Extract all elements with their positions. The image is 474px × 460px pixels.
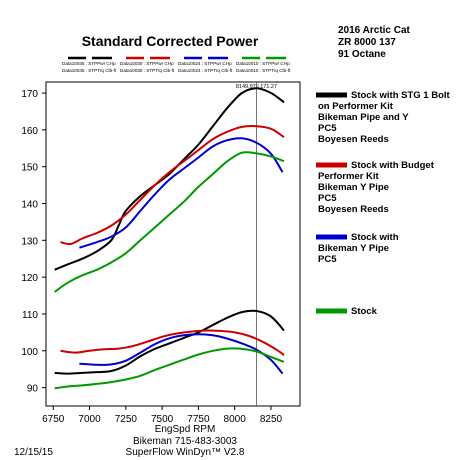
series-legend-label: Stock: [351, 306, 378, 317]
legend-tq-label: Data10010 : STPTrq Clb-ft: [236, 68, 291, 73]
y-tick-label: 160: [21, 126, 38, 137]
torque-curve: [60, 329, 285, 356]
footer-line: SuperFlow WinDyn™ V2.8: [126, 447, 245, 458]
date-label: 12/15/15: [14, 447, 53, 458]
axis-ticks: 90 100 110 120 130 140 150 160 170 6750 7000 7250 75…: [21, 89, 282, 425]
y-tick-label: 110: [22, 310, 38, 321]
legend-hp-label: Data10045 : STPPwr CHp: [62, 61, 116, 66]
power-curve: [54, 87, 285, 271]
legend-hp-label: Data10030 : STPPwr CHp: [120, 61, 174, 66]
y-tick-label: 100: [21, 347, 38, 358]
cursor-readout: 8149.97 | 171.27: [236, 84, 277, 90]
footer-line: Bikeman 715-483-3003: [133, 436, 237, 447]
x-tick-label: 8000: [224, 414, 247, 425]
subtitle-line: 2016 Arctic Cat: [338, 25, 411, 36]
top-legend: Data10045 : STPPwr CHp Data10045 : STPTrq…: [62, 56, 291, 73]
x-tick-label: 8250: [260, 414, 283, 425]
series-legend-label: PC5: [318, 193, 337, 204]
series-legend-label: PC5: [318, 123, 337, 134]
torque-curve: [54, 347, 285, 390]
y-tick-label: 130: [21, 236, 38, 247]
series-legend-label: Stock with: [351, 232, 399, 243]
y-tick-label: 150: [21, 163, 38, 174]
power-curve: [54, 151, 285, 293]
x-tick-label: 7000: [78, 414, 101, 425]
x-tick-label: 7750: [187, 414, 210, 425]
y-tick-label: 170: [21, 89, 38, 100]
legend-hp-label: Data10024 : STPPwr CHp: [178, 61, 232, 66]
chart-title: Standard Corrected Power: [82, 33, 259, 49]
legend-tq-label: Data10045 : STPTrq Clb-ft: [62, 68, 117, 73]
y-tick-label: 140: [21, 200, 38, 211]
x-tick-label: 7500: [151, 414, 174, 425]
x-tick-label: 7250: [115, 414, 138, 425]
series-legend-label: Stock with STG 1 Bolt: [351, 90, 451, 101]
y-tick-label: 90: [27, 384, 39, 395]
plot-frame: [45, 81, 301, 407]
legend-tq-label: Data10024 : STPTrq Clb-ft: [178, 68, 233, 73]
legend-tq-label: Data10030 : STPTrq Clb-ft: [120, 68, 175, 73]
subtitle-line: ZR 8000 137: [338, 37, 396, 48]
series-legend-label: on Performer Kit: [318, 101, 394, 112]
power-curve: [79, 137, 284, 249]
y-tick-label: 120: [21, 273, 38, 284]
series-legend-label: Boyesen Reeds: [318, 134, 389, 145]
x-tick-label: 6750: [42, 414, 65, 425]
torque-curve: [54, 309, 285, 375]
series-legend-label: Bikeman Pipe and Y: [318, 112, 409, 123]
subtitle-line: 91 Octane: [338, 49, 386, 60]
series-legend-label: Bikeman Y Pipe: [318, 243, 389, 254]
power-curve: [60, 125, 285, 246]
series-legend-label: Stock with Budget: [351, 160, 435, 171]
torque-curve: [79, 333, 284, 375]
series-legend-label: PC5: [318, 254, 337, 265]
series-legend-label: Performer Kit: [318, 171, 380, 182]
series-legend-label: Bikeman Y Pipe: [318, 182, 389, 193]
series-curves: [54, 87, 285, 390]
x-axis-label: EngSpd RPM: [155, 424, 216, 435]
legend-hp-label: Data10010 : STPPwr CHp: [236, 61, 290, 66]
series-legend-label: Boyesen Reeds: [318, 204, 389, 215]
